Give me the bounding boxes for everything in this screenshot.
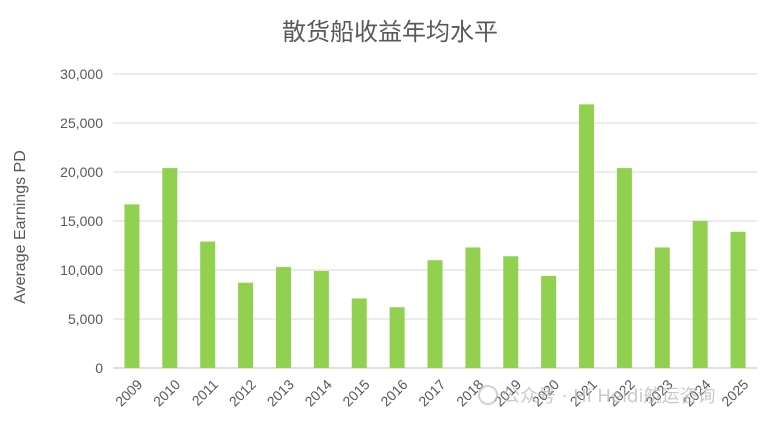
bar-2014 xyxy=(313,270,329,368)
x-tick-label: 2014 xyxy=(301,376,334,409)
y-tick-label: 0 xyxy=(95,360,103,376)
bar-2020 xyxy=(541,275,557,368)
y-tick-label: 25,000 xyxy=(60,115,103,131)
bar-2015 xyxy=(351,298,367,368)
x-tick-label: 2015 xyxy=(339,376,372,409)
bar-2021 xyxy=(579,104,595,368)
wechat-icon xyxy=(478,385,498,405)
chart-title: 散货船收益年均水平 xyxy=(282,18,498,46)
y-tick-label: 30,000 xyxy=(60,66,103,82)
bar-2010 xyxy=(162,168,178,368)
bar-2022 xyxy=(616,168,632,368)
watermark-text: 公众号 · Hi Heidi航运咨询 xyxy=(502,386,716,407)
x-tick-label: 2009 xyxy=(112,376,145,409)
x-tick-label: 2010 xyxy=(150,376,183,409)
y-tick-label: 20,000 xyxy=(60,164,103,180)
x-tick-label: 2011 xyxy=(189,376,222,409)
bar-2018 xyxy=(465,247,481,368)
bar-2009 xyxy=(124,204,140,368)
x-tick-label: 2012 xyxy=(226,376,259,409)
x-tick-label: 2017 xyxy=(415,376,448,409)
y-tick-label: 15,000 xyxy=(60,213,103,229)
bar-2025 xyxy=(730,231,746,368)
bar-2024 xyxy=(692,221,708,368)
y-tick-label: 10,000 xyxy=(60,262,103,278)
bar-2016 xyxy=(389,307,405,368)
bar-2023 xyxy=(654,247,670,368)
x-tick-label: 2025 xyxy=(718,376,751,409)
bar-2017 xyxy=(427,260,443,368)
bar-2019 xyxy=(503,256,519,368)
x-tick-label: 2013 xyxy=(264,376,297,409)
y-tick-label: 5,000 xyxy=(68,311,103,327)
watermark: 公众号 · Hi Heidi航运咨询 xyxy=(478,382,715,408)
x-tick-label: 2016 xyxy=(377,376,410,409)
bar-2011 xyxy=(200,241,216,368)
bar-2012 xyxy=(238,282,254,368)
bar-2013 xyxy=(275,267,291,368)
